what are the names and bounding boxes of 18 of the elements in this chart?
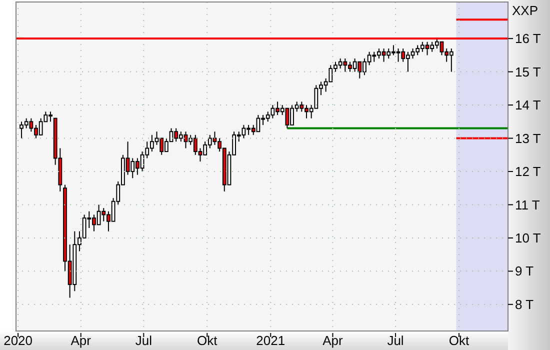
chart-title: XXP (512, 3, 538, 18)
y-tick-label: 13 T (515, 130, 541, 146)
y-tick-label: 12 T (515, 164, 541, 180)
y-tick-label: 10 T (515, 230, 541, 246)
y-tick-label: 14 T (515, 98, 541, 113)
x-tick-label: Apr (322, 333, 344, 348)
y-tick-label: 8 T (515, 296, 534, 312)
x-tick-label: 2021 (256, 333, 286, 348)
y-tick-label: 15 T (515, 64, 541, 80)
x-tick-label: Okt (197, 333, 218, 348)
x-tick-label: Jul (135, 333, 152, 348)
x-tick-label: Okt (448, 333, 470, 348)
y-tick-label: 11 T (515, 197, 540, 212)
x-tick-label: Apr (70, 333, 92, 348)
x-tick-label: Jul (387, 333, 404, 348)
y-tick-label: 9 T (515, 264, 534, 279)
y-tick-label: 16 T (515, 31, 541, 46)
x-tick-label: 2020 (4, 333, 33, 348)
